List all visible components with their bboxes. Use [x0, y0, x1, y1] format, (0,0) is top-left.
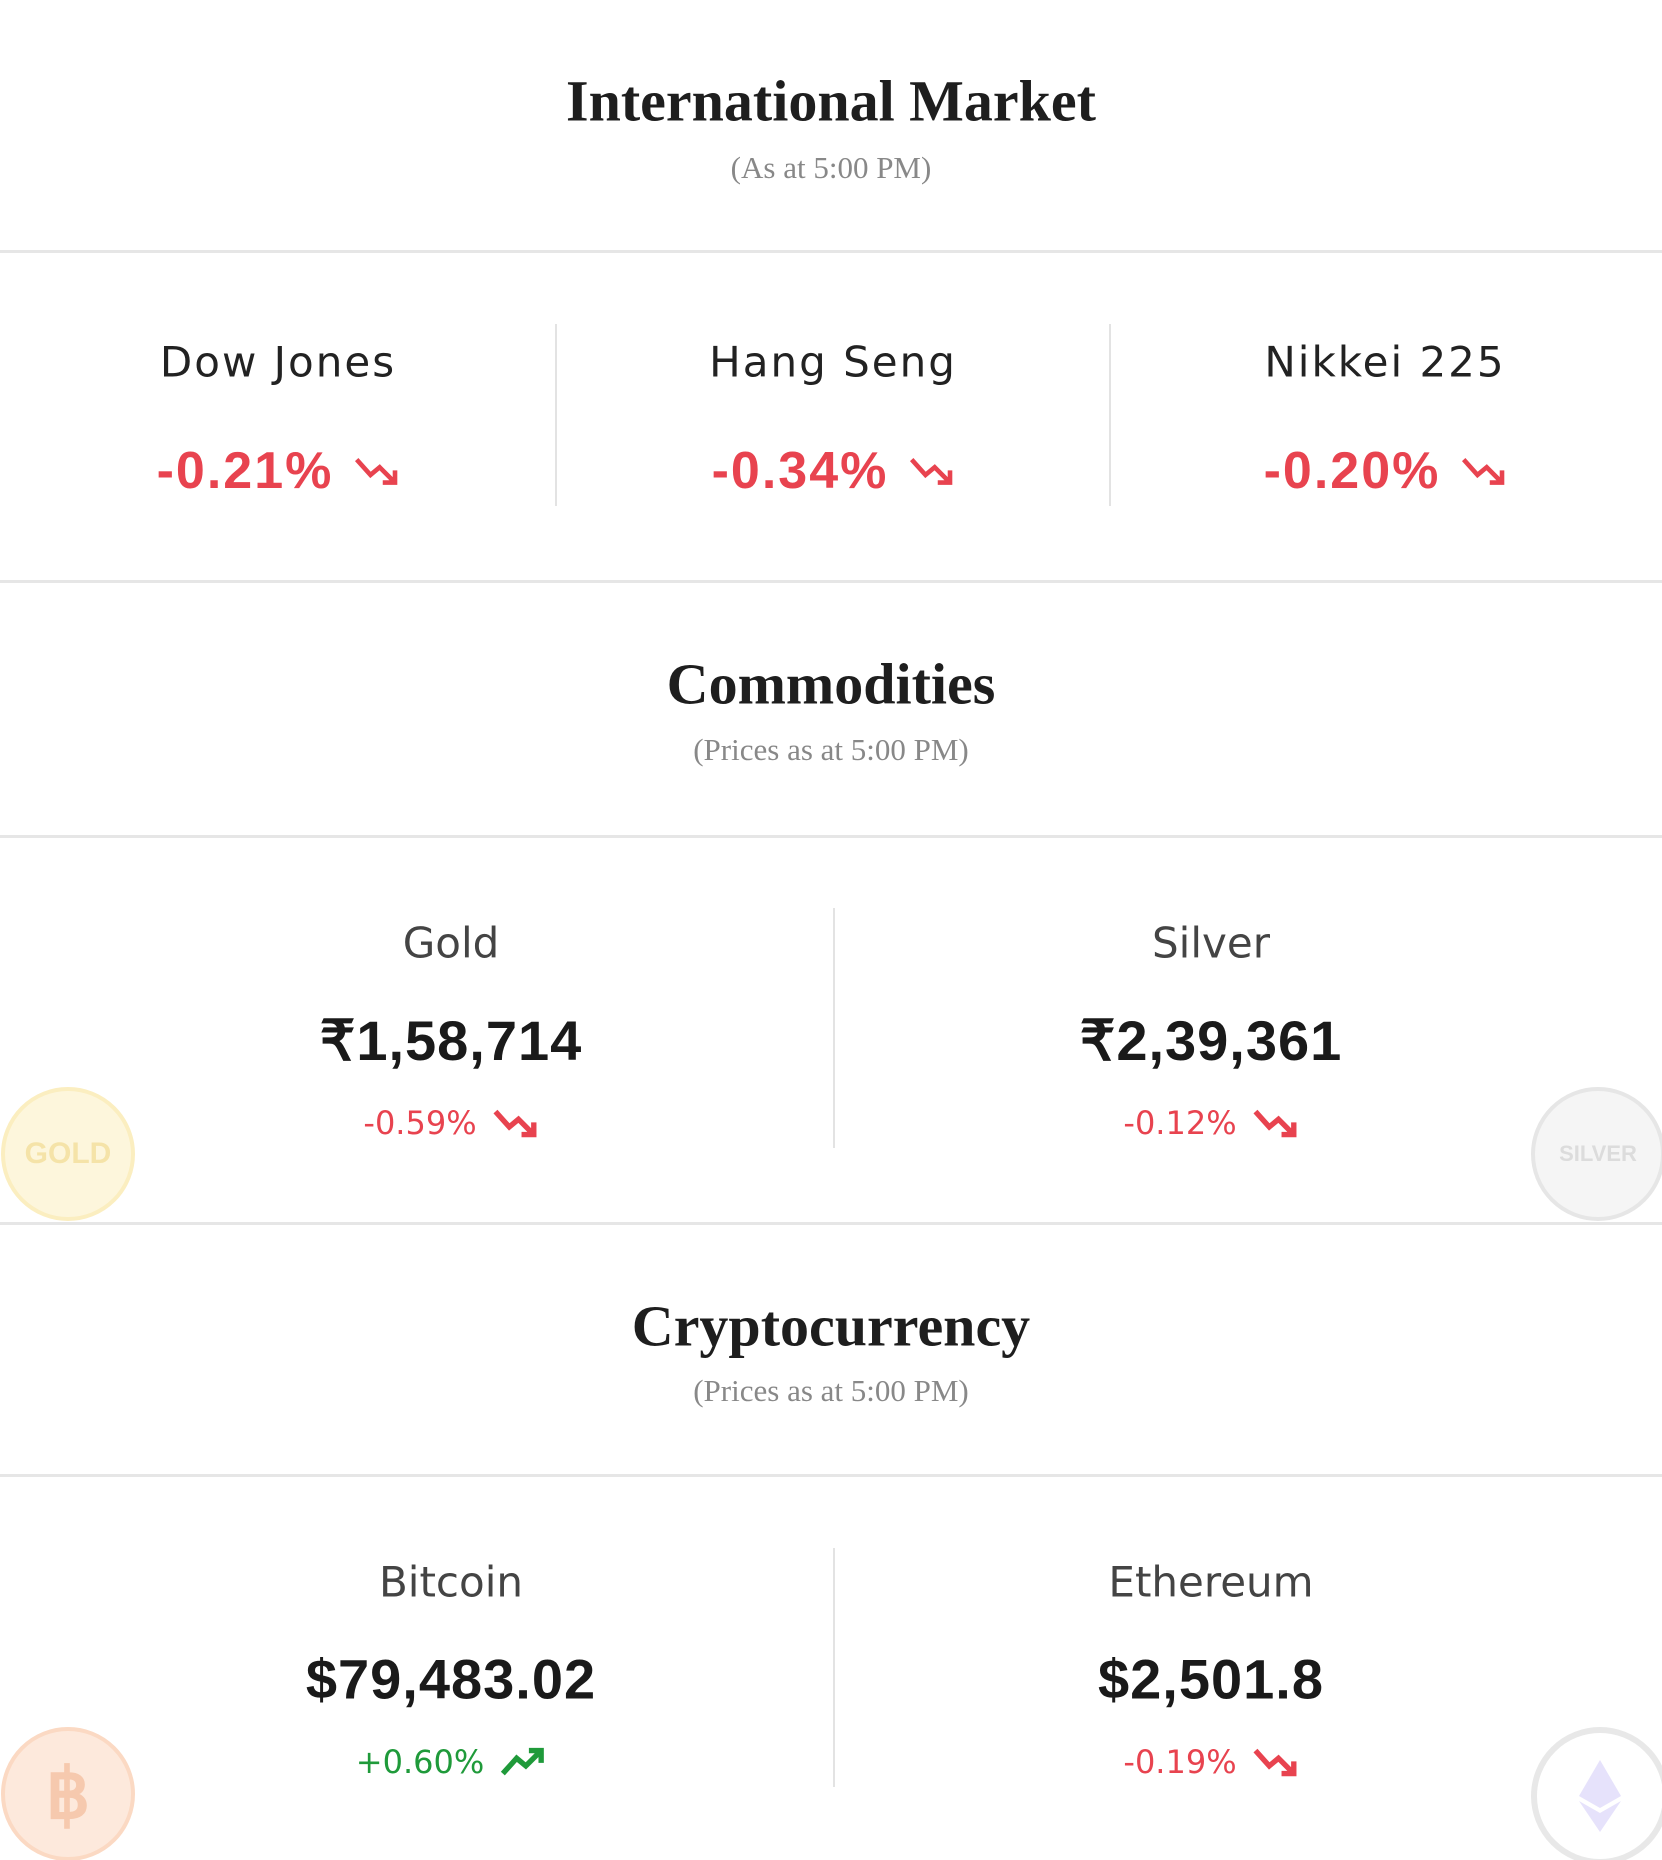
index-name: Nikkei 225: [1264, 337, 1506, 387]
change-value: -0.34%: [711, 442, 889, 500]
index-name: Dow Jones: [159, 337, 397, 387]
section-title: Cryptocurrency: [631, 1293, 1031, 1359]
asset-change: +0.60%: [356, 1743, 546, 1781]
asset-price: ₹1,58,714: [319, 1009, 583, 1072]
separator: [0, 835, 1662, 838]
trend-arrow: [1253, 1748, 1297, 1777]
asset-change: -0.19%: [1123, 1743, 1298, 1781]
index-change: -0.34%: [712, 441, 955, 501]
asset-change: -0.59%: [363, 1104, 538, 1142]
asset-price: ₹2,39,361: [1079, 1009, 1343, 1072]
trend-arrow: [909, 457, 953, 485]
trend-arrow: [501, 1747, 545, 1776]
index-change: -0.20%: [1264, 441, 1507, 501]
separator: [0, 1474, 1662, 1477]
bitcoin-coin: ฿: [1, 1727, 135, 1860]
trend-arrow: [1461, 457, 1505, 485]
section-title: International Market: [566, 68, 1096, 134]
section-subtitle: (Prices as at 5:00 PM): [693, 1373, 969, 1408]
change-value: +0.60%: [355, 1743, 485, 1781]
change-value: -0.20%: [1263, 442, 1441, 500]
section-subtitle: (As at 5:00 PM): [730, 150, 932, 185]
asset-price: $2,501.8: [1098, 1647, 1324, 1711]
section-title: Commodities: [666, 651, 996, 717]
separator: [0, 1222, 1662, 1225]
asset-change: -0.12%: [1123, 1104, 1298, 1142]
gold-coin: GOLD: [1, 1087, 135, 1221]
change-value: -0.59%: [363, 1104, 477, 1142]
index-name: Hang Seng: [709, 337, 957, 387]
asset-name: Bitcoin: [378, 1557, 524, 1607]
change-value: -0.19%: [1123, 1743, 1237, 1781]
trend-arrow: [493, 1109, 537, 1138]
index-change: -0.21%: [157, 441, 400, 501]
separator: [0, 250, 1662, 253]
column-divider: [1109, 324, 1111, 506]
asset-name: Gold: [402, 918, 500, 968]
silver-coin: SILVER: [1531, 1087, 1662, 1221]
section-subtitle: (Prices as at 5:00 PM): [693, 732, 969, 767]
column-divider: [833, 908, 835, 1148]
asset-name: Silver: [1152, 918, 1270, 968]
ethereum-logo: [1579, 1760, 1621, 1832]
asset-price: $79,483.02: [305, 1647, 597, 1711]
change-value: -0.21%: [156, 442, 334, 500]
column-divider: [833, 1548, 835, 1787]
separator: [0, 580, 1662, 583]
change-value: -0.12%: [1123, 1104, 1237, 1142]
asset-name: Ethereum: [1108, 1557, 1314, 1607]
ethereum-coin: [1531, 1727, 1662, 1860]
column-divider: [555, 324, 557, 506]
trend-arrow: [1253, 1109, 1297, 1138]
trend-arrow: [354, 457, 398, 485]
